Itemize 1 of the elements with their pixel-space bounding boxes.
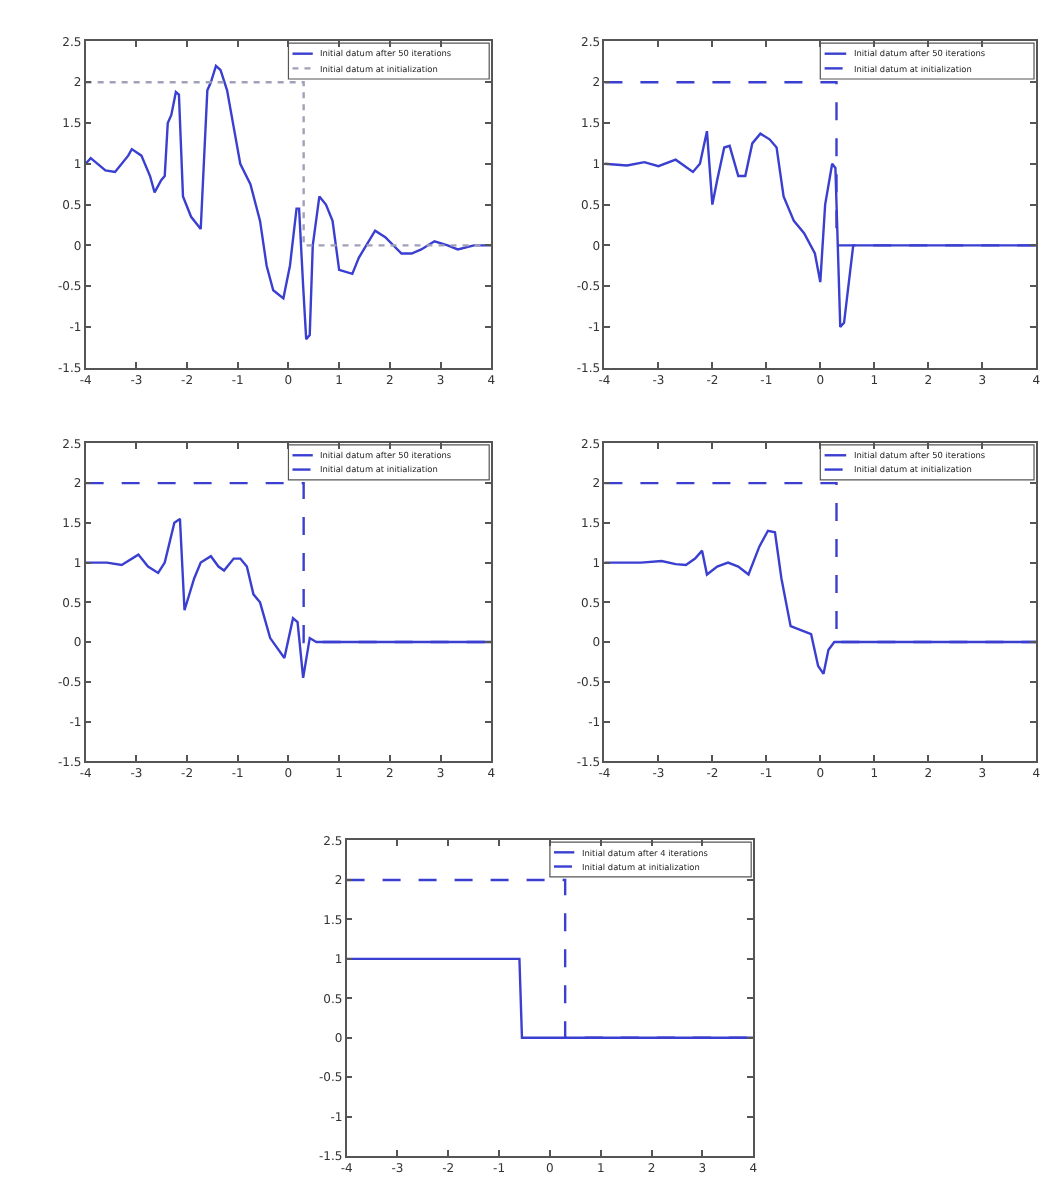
line-series (85, 64, 492, 341)
